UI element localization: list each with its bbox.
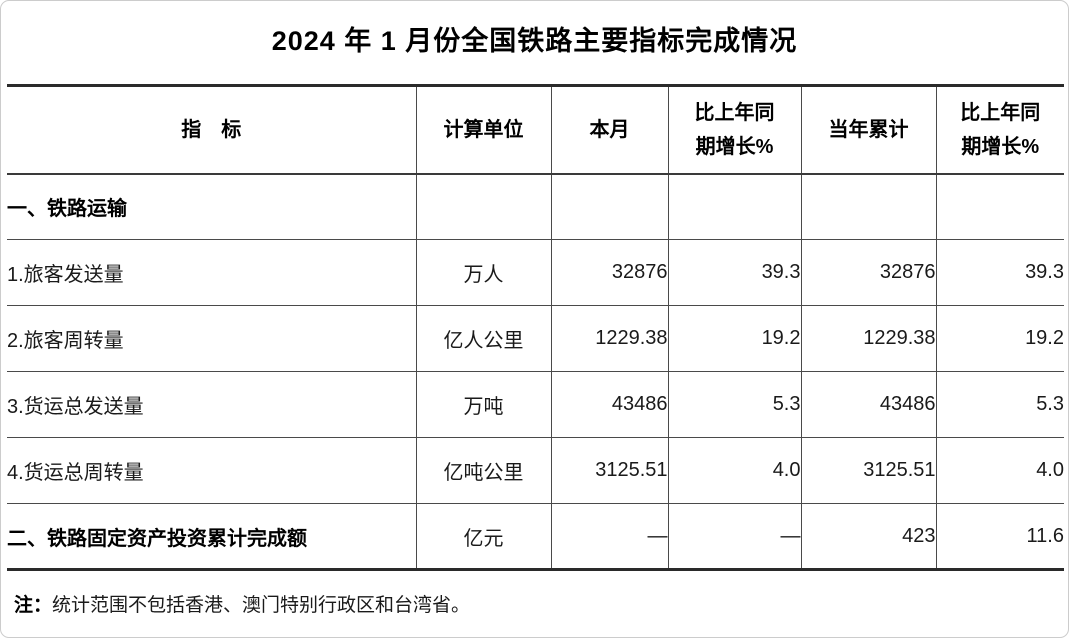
indicator-cell: 4.货运总周转量 xyxy=(7,437,417,504)
column-header-ytd: 当年累计 xyxy=(801,85,937,175)
table-row: 二、铁路固定资产投资累计完成额 亿元 — — 423 11.6 xyxy=(7,503,1064,570)
ytd-growth-cell: 4.0 xyxy=(936,437,1064,504)
month-cell: 3125.51 xyxy=(551,437,669,504)
column-header-label: 本月 xyxy=(589,118,630,141)
ytd-cell: 43486 xyxy=(801,371,937,438)
unit-cell: 万人 xyxy=(416,239,552,306)
month-cell xyxy=(551,173,669,240)
ytd-growth-cell: 11.6 xyxy=(1026,524,1064,547)
indicator-cell: 2.旅客周转量 xyxy=(7,305,417,372)
ytd-cell: 32876 xyxy=(801,239,937,306)
ytd-cell: 1229.38 xyxy=(801,305,937,372)
column-header-month-growth: 比上年同期增长% xyxy=(668,85,802,175)
column-header-label: 计算单位 xyxy=(443,118,524,141)
month-growth-cell: — xyxy=(668,503,802,570)
ytd-growth-cell: 39.3 xyxy=(936,239,1064,306)
column-header-month: 本月 xyxy=(551,85,669,175)
footnote-prefix: 注： xyxy=(14,595,53,616)
column-header-indicator: 指 标 xyxy=(7,85,417,175)
indicator-cell: 3.货运总发送量 xyxy=(7,371,417,438)
railway-stats-table: 指 标 计算单位 本月 比上年同期增长% 当年累计 比上年同期增长% 一、铁路运… xyxy=(7,84,1064,571)
ytd-cell: 3125.51 xyxy=(801,437,937,504)
table-row: 1.旅客发送量 万人 32876 39.3 32876 39.3 xyxy=(7,239,1064,306)
ytd-cell: 423 xyxy=(801,503,937,570)
month-growth-cell: 5.3 xyxy=(668,371,802,438)
table-row: 4.货运总周转量 亿吨公里 3125.51 4.0 3125.51 4.0 xyxy=(7,437,1064,504)
header-row: 指 标 计算单位 本月 比上年同期增长% 当年累计 比上年同期增长% xyxy=(7,85,1064,175)
column-header-ytd-growth: 比上年同期增长% xyxy=(936,85,1064,175)
month-cell: 32876 xyxy=(551,239,669,306)
unit-cell: 万吨 xyxy=(416,371,552,438)
indicator-cell: 二、铁路固定资产投资累计完成额 xyxy=(7,503,417,570)
table-body: 一、铁路运输 1.旅客发送量 万人 32876 39.3 32876 39.3 … xyxy=(7,173,1064,570)
unit-cell: 亿人公里 xyxy=(416,305,552,372)
ytd-growth-cell: 19.2 xyxy=(936,305,1064,372)
month-growth-cell: 39.3 xyxy=(668,239,802,306)
column-header-label: 当年累计 xyxy=(828,118,909,141)
column-header-label: 比上年同期增长% xyxy=(960,101,1041,158)
column-header-label: 指 标 xyxy=(181,118,242,141)
table-row: 2.旅客周转量 亿人公里 1229.38 19.2 1229.38 19.2 xyxy=(7,305,1064,372)
footnote-text: 统计范围不包括香港、澳门特别行政区和台湾省。 xyxy=(52,595,471,616)
table-header: 指 标 计算单位 本月 比上年同期增长% 当年累计 比上年同期增长% xyxy=(7,85,1064,175)
indicator-cell: 一、铁路运输 xyxy=(7,173,417,240)
ytd-growth-cell xyxy=(936,173,1064,240)
ytd-cell xyxy=(801,173,937,240)
table-row: 一、铁路运输 xyxy=(7,173,1064,240)
month-growth-cell xyxy=(668,173,802,240)
month-cell: 43486 xyxy=(551,371,669,438)
title-bar: 2024 年 1 月份全国铁路主要指标完成情况 xyxy=(1,1,1068,84)
month-growth-cell: 4.0 xyxy=(668,437,802,504)
month-growth-cell: 19.2 xyxy=(668,305,802,372)
footnote: 注：统计范围不包括香港、澳门特别行政区和台湾省。 xyxy=(1,590,1068,617)
page-title: 2024 年 1 月份全国铁路主要指标完成情况 xyxy=(271,26,798,56)
column-header-unit: 计算单位 xyxy=(416,85,552,175)
ytd-growth-cell: 5.3 xyxy=(936,371,1064,438)
month-cell: 1229.38 xyxy=(551,305,669,372)
unit-cell: 亿吨公里 xyxy=(416,437,552,504)
column-header-label: 比上年同期增长% xyxy=(694,101,775,158)
table-row: 3.货运总发送量 万吨 43486 5.3 43486 5.3 xyxy=(7,371,1064,438)
unit-cell: 亿元 xyxy=(416,503,552,570)
month-cell: — xyxy=(551,503,669,570)
indicator-cell: 1.旅客发送量 xyxy=(7,239,417,306)
unit-cell xyxy=(416,173,552,240)
